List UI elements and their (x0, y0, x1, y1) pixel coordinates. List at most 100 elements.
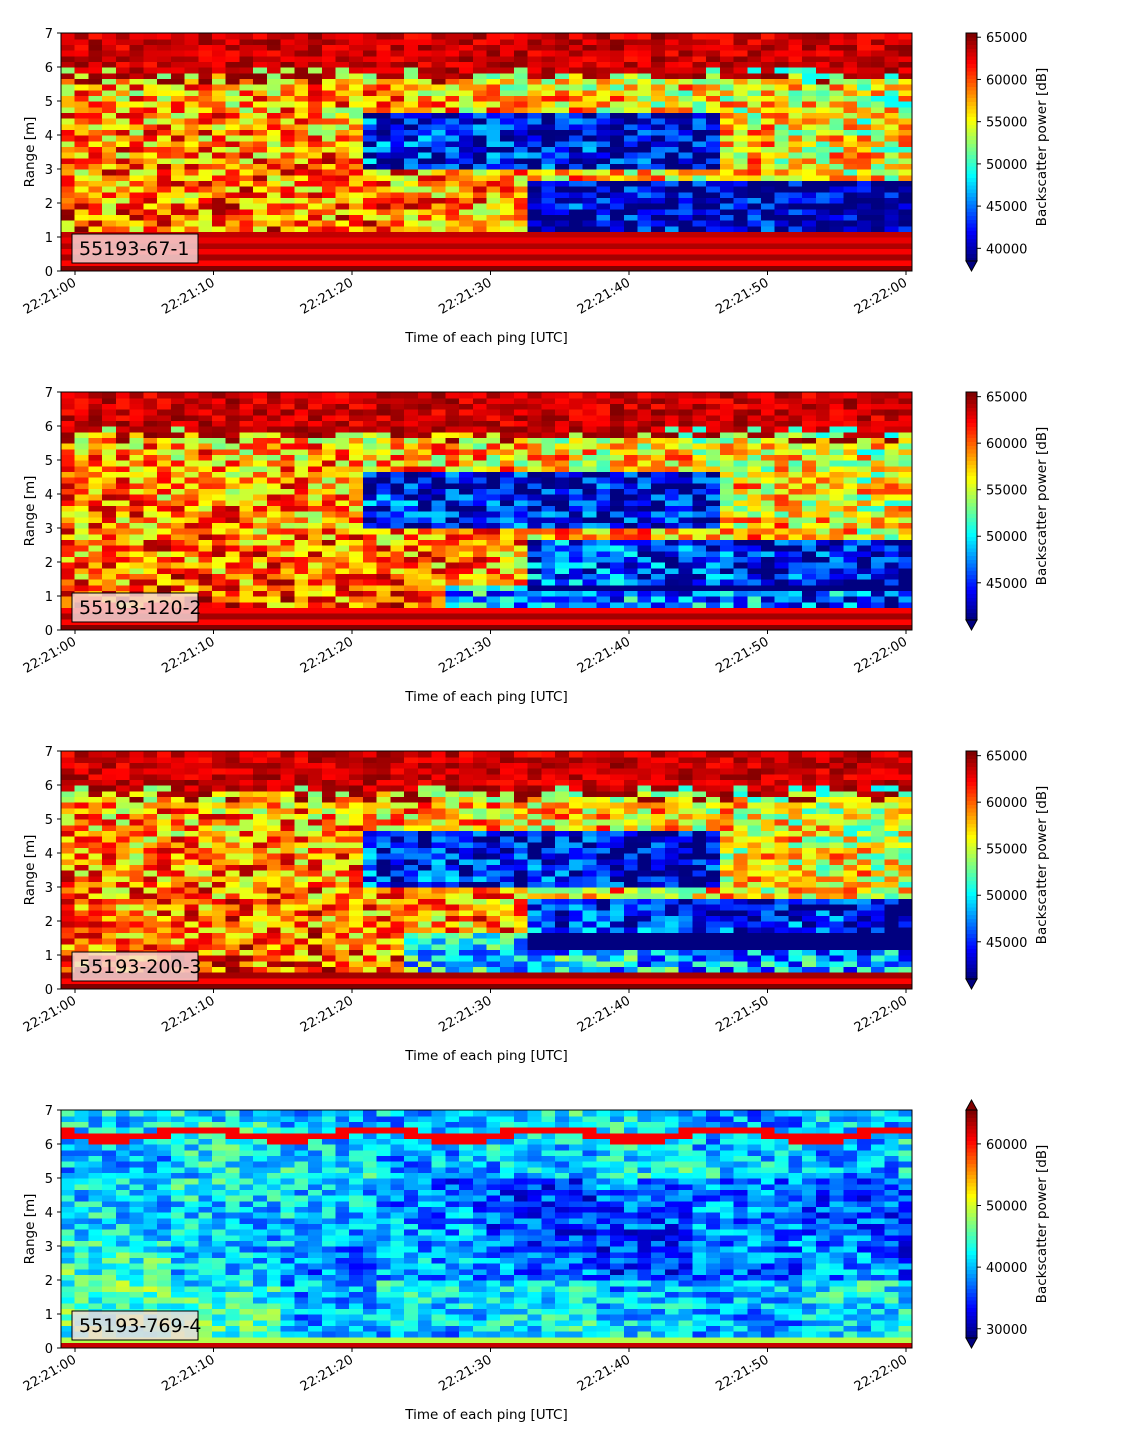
heatmap-cell (143, 409, 158, 416)
heatmap-cell (335, 522, 350, 529)
heatmap-cell (555, 112, 570, 119)
heatmap-cell (706, 254, 721, 261)
heatmap-cell (211, 186, 227, 193)
heatmap-cell (664, 72, 680, 79)
heatmap-cell (719, 152, 735, 159)
heatmap-cell (513, 618, 529, 625)
heatmap-cell (623, 180, 639, 187)
heatmap-cell (280, 465, 295, 472)
heatmap-cell (541, 601, 556, 608)
heatmap-cell (692, 545, 707, 552)
heatmap-cell (802, 254, 817, 261)
heatmap-cell (761, 72, 776, 79)
heatmap-cell (198, 231, 213, 238)
heatmap-cell (802, 118, 817, 125)
heatmap-cell (280, 601, 295, 608)
heatmap-cell (788, 613, 803, 620)
heatmap-cell (610, 242, 625, 249)
heatmap-cell (706, 259, 721, 266)
heatmap-cell (431, 584, 446, 591)
heatmap-cell (88, 101, 103, 108)
heatmap-cell (898, 72, 913, 79)
heatmap-cell (280, 67, 295, 74)
heatmap-cell (802, 140, 817, 147)
heatmap-cell (733, 214, 748, 221)
heatmap-cell (184, 505, 199, 512)
heatmap-cell (568, 220, 584, 227)
heatmap-cell (74, 420, 90, 427)
heatmap-cell (61, 242, 76, 249)
heatmap-cell (706, 522, 721, 529)
heatmap-cell (74, 505, 90, 512)
heatmap-cell (857, 78, 872, 85)
heatmap-cell (321, 482, 337, 489)
heatmap-cell (459, 477, 474, 484)
heatmap-cell (294, 397, 309, 404)
heatmap-cell (61, 494, 76, 501)
heatmap-cell (157, 78, 172, 85)
heatmap-cell (541, 106, 556, 113)
heatmap-cell (541, 197, 556, 204)
heatmap-cell (225, 163, 241, 170)
heatmap-cell (362, 157, 378, 164)
heatmap-cell (774, 157, 790, 164)
heatmap-cell (513, 392, 529, 399)
heatmap-cell (253, 426, 268, 433)
heatmap-cell (513, 186, 529, 193)
heatmap-cell (115, 203, 131, 210)
colorbar-segment (966, 55, 977, 61)
heatmap-cell (527, 494, 543, 501)
heatmap-cell (349, 460, 364, 467)
heatmap-cell (335, 89, 350, 96)
heatmap-cell (513, 135, 529, 142)
heatmap-cell (486, 129, 501, 136)
heatmap-cell (719, 505, 735, 512)
heatmap-cell (239, 61, 254, 68)
heatmap-cell (527, 511, 543, 518)
heatmap-cell (404, 61, 419, 68)
heatmap-cell (349, 191, 364, 198)
heatmap-cell (610, 618, 625, 625)
heatmap-cell (459, 528, 474, 535)
heatmap-cell (417, 220, 433, 227)
heatmap-cell (637, 409, 652, 416)
heatmap-cell (184, 157, 199, 164)
heatmap-cell (500, 55, 515, 62)
heatmap-cell (417, 499, 433, 506)
heatmap-cell (884, 89, 899, 96)
heatmap-cell (225, 129, 241, 136)
heatmap-cell (747, 618, 762, 625)
heatmap-cell (582, 225, 597, 232)
heatmap-cell (157, 539, 172, 546)
heatmap-cell (610, 72, 625, 79)
heatmap-cell (719, 44, 735, 51)
heatmap-cell (335, 528, 350, 535)
heatmap-cell (335, 106, 350, 113)
heatmap-cell (431, 191, 446, 198)
heatmap-cell (294, 33, 309, 40)
heatmap-cell (719, 146, 735, 153)
heatmap-cell (349, 72, 364, 79)
heatmap-cell (459, 225, 474, 232)
heatmap-cell (225, 590, 241, 597)
heatmap-cell (280, 101, 295, 108)
heatmap-cell (102, 61, 117, 68)
heatmap-cell (335, 454, 350, 461)
heatmap-cell (266, 50, 282, 57)
heatmap-cell (239, 567, 254, 574)
heatmap-cell (362, 596, 378, 603)
heatmap-cell (761, 259, 776, 266)
heatmap-cell (884, 180, 899, 187)
heatmap-cell (610, 140, 625, 147)
heatmap-cell (225, 596, 241, 603)
heatmap-cell (664, 208, 680, 215)
heatmap-cell (280, 482, 295, 489)
heatmap-cell (362, 242, 378, 249)
heatmap-cell (266, 191, 282, 198)
heatmap-cell (61, 420, 76, 427)
heatmap-cell (815, 55, 831, 62)
heatmap-cell (239, 590, 254, 597)
heatmap-cell (582, 242, 597, 249)
heatmap-cell (486, 174, 501, 181)
heatmap-cell (211, 214, 227, 221)
